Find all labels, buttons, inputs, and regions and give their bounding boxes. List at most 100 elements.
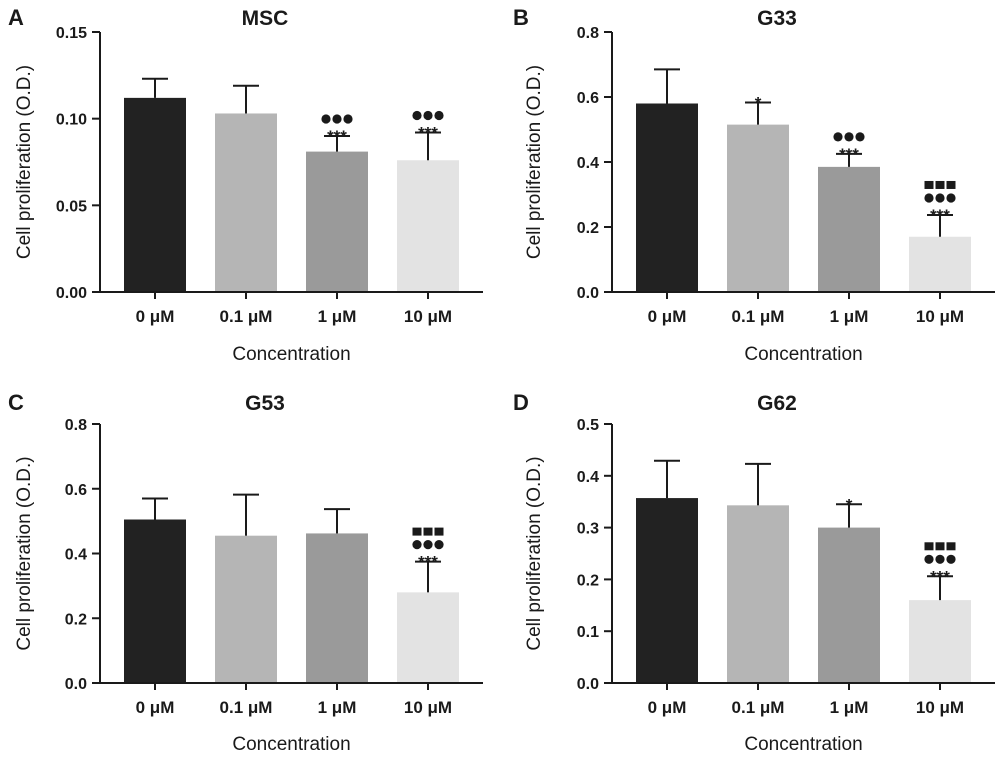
x-axis-title: Concentration [744,344,862,365]
bar [818,527,880,683]
bar [909,236,971,292]
panel-a: A MSC Cell proliferation (O.D.) Concentrati… [8,5,483,365]
x-tick-label: 1 μM [318,307,357,326]
significance-circle [946,193,956,203]
bar [727,124,789,292]
y-tick-label: 0.0 [577,676,599,693]
chart-title: G33 [757,7,797,30]
significance-square [423,527,433,536]
x-tick-label: 1 μM [318,698,357,717]
significance-circle [924,193,934,203]
significance-circle [412,539,422,550]
bar [306,533,368,683]
significance-circle [434,110,444,121]
significance-circle [321,114,331,124]
significance-circle [935,193,945,203]
significance-square [924,542,934,551]
significance-stars: *** [327,127,347,146]
x-tick-label: 1 μM [830,698,869,717]
bar [306,151,368,292]
significance-stars: * [755,94,762,113]
panel-letter: A [8,5,24,30]
significance-circle [434,539,444,550]
y-tick-label: 0.5 [577,417,599,434]
significance-circle [332,114,342,124]
bar [636,498,698,683]
y-tick-label: 0.4 [577,469,599,486]
x-axis-title: Concentration [232,344,350,365]
bar [397,160,459,292]
significance-stars: *** [839,145,859,164]
y-tick-label: 0.3 [577,521,599,538]
significance-circle [343,114,353,124]
y-tick-label: 0.0 [577,285,599,302]
chart-title: G53 [245,392,285,415]
y-tick-label: 0.2 [577,572,599,589]
significance-square [946,542,956,551]
significance-circle [423,110,433,121]
x-tick-label: 10 μM [916,307,964,326]
significance-square [924,180,934,189]
y-tick-label: 0.2 [577,220,599,237]
significance-stars: *** [418,124,438,143]
bar [124,519,186,683]
x-tick-label: 0.1 μM [732,698,785,717]
significance-circle [935,554,945,564]
y-tick-label: 0.00 [56,285,87,302]
y-tick-label: 0.1 [577,624,599,641]
significance-square [946,180,956,189]
significance-square [434,527,444,536]
y-tick-label: 0.4 [65,547,87,564]
y-tick-label: 0.05 [56,198,87,215]
significance-circle [423,539,433,550]
significance-square [935,180,945,189]
y-tick-label: 0.8 [65,417,87,434]
y-tick-label: 0.15 [56,25,87,42]
bar [909,600,971,683]
y-axis-title: Cell proliferation (O.D.) [14,65,35,259]
significance-circle [946,554,956,564]
y-axis-title: Cell proliferation (O.D.) [524,65,545,259]
significance-circle [855,132,865,142]
bar [124,97,186,292]
bar [397,592,459,683]
y-tick-label: 0.2 [65,611,87,628]
y-tick-label: 0.4 [577,155,599,172]
bar [215,113,277,292]
panel-c: C G53 Cell proliferation (O.D.) Concentrati… [8,390,483,755]
y-tick-label: 0.6 [65,482,87,499]
x-axis-title: Concentration [232,734,350,753]
bar [727,505,789,683]
y-tick-label: 0.10 [56,112,87,129]
y-tick-label: 0.0 [65,676,87,693]
y-tick-label: 0.8 [577,25,599,42]
chart-title: G62 [757,392,797,415]
y-axis-title: Cell proliferation (O.D.) [524,456,545,650]
x-axis-title: Concentration [744,734,862,753]
x-tick-label: 1 μM [830,307,869,326]
bar [215,535,277,683]
x-tick-label: 0 μM [136,698,175,717]
significance-stars: * [846,495,853,514]
significance-circle [412,110,422,121]
significance-stars: *** [930,206,950,225]
x-tick-label: 0 μM [136,307,175,326]
x-tick-label: 0.1 μM [220,698,273,717]
panel-d: D G62 Cell proliferation (O.D.) Concentrati… [513,390,995,755]
chart-title: MSC [242,7,289,30]
x-tick-label: 10 μM [404,698,452,717]
y-tick-label: 0.6 [577,90,599,107]
panel-letter: B [513,5,529,30]
significance-stars: *** [418,553,438,572]
panel-letter: D [513,390,529,415]
significance-stars: *** [930,567,950,586]
x-tick-label: 0 μM [648,698,687,717]
significance-square [412,527,422,536]
panel-letter: C [8,390,24,415]
significance-circle [833,132,843,142]
significance-square [935,542,945,551]
bar [636,103,698,292]
x-tick-label: 10 μM [404,307,452,326]
